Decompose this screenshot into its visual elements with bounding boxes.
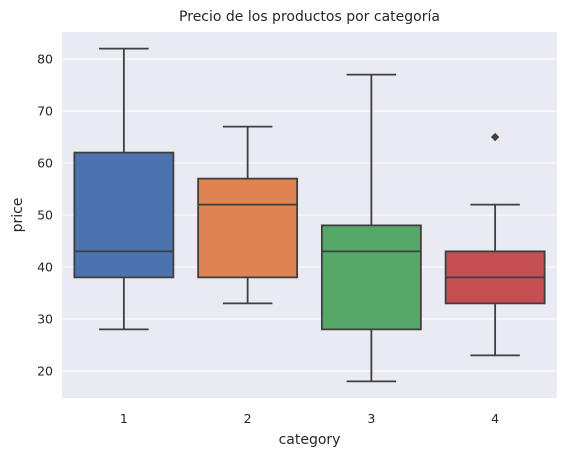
x-tick-label: 3 xyxy=(367,411,375,426)
chart-title: Precio de los productos por categoría xyxy=(179,9,440,25)
y-tick-label: 80 xyxy=(37,52,53,67)
outlier-point xyxy=(490,132,500,142)
x-axis-ticks: 1 2 3 4 xyxy=(120,411,499,426)
x-tick-label: 4 xyxy=(491,411,499,426)
y-axis-ticks: 20 30 40 50 60 70 80 xyxy=(37,52,53,379)
box-category-2 xyxy=(197,177,299,279)
y-tick-label: 20 xyxy=(37,363,53,378)
box-category-3 xyxy=(320,224,422,331)
box-category-1 xyxy=(73,151,175,279)
x-tick-label: 2 xyxy=(244,411,252,426)
box-series xyxy=(73,47,546,383)
y-tick-label: 60 xyxy=(37,156,53,171)
x-tick-label: 1 xyxy=(120,411,128,426)
y-tick-label: 30 xyxy=(37,311,53,326)
y-tick-label: 70 xyxy=(37,104,53,119)
y-tick-label: 40 xyxy=(37,259,53,274)
x-axis-label: category xyxy=(279,432,341,448)
y-tick-label: 50 xyxy=(37,208,53,223)
y-axis-label: price xyxy=(10,198,26,233)
